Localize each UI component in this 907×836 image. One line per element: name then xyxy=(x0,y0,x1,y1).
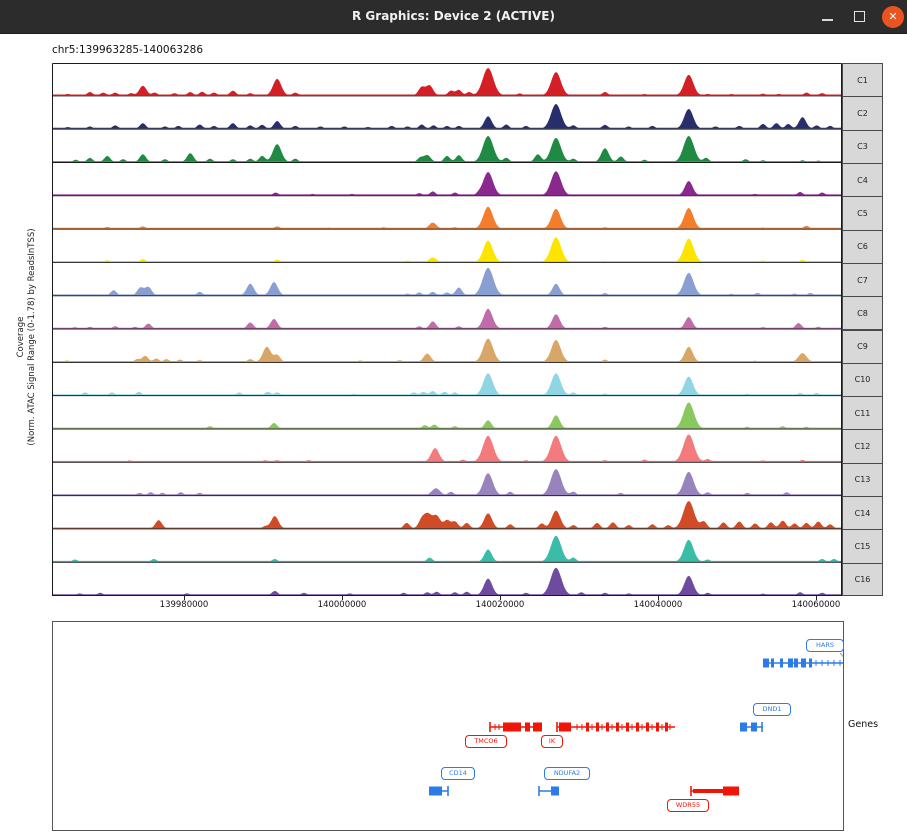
track-label-box-c10: C10 xyxy=(842,362,883,398)
genes-axis-label: Genes xyxy=(848,719,879,730)
close-icon: ✕ xyxy=(882,5,904,28)
track-label-box-c4: C4 xyxy=(842,162,883,198)
gene-model-wdr55 xyxy=(690,786,739,796)
gene-models-svg xyxy=(429,652,849,796)
coverage-area-c12 xyxy=(52,434,842,462)
track-label-box-c5: C5 xyxy=(842,196,883,231)
track-label-box-c7: C7 xyxy=(842,262,883,298)
coverage-area-c6 xyxy=(52,237,842,262)
track-labels-column: C1 C2 C3 C4 C5 C6 C7 C8 C9 C10 C11 C12 C13 C14 C15 C16 xyxy=(842,63,885,597)
track-label-box-c9: C9 xyxy=(842,329,883,364)
gene-model-ik xyxy=(556,722,675,732)
x-axis-tick-label: 140000000 xyxy=(317,600,367,610)
track-label-box-c14: C14 xyxy=(842,496,883,531)
x-axis-tick xyxy=(500,596,501,600)
track-label-box-c12: C12 xyxy=(842,429,883,464)
coverage-area-c2 xyxy=(52,104,842,129)
track-label-box-c3: C3 xyxy=(842,129,883,164)
track-label-box-c2: C2 xyxy=(842,96,883,131)
track-label-box-c13: C13 xyxy=(842,462,883,498)
x-axis-tick xyxy=(342,596,343,600)
coverage-area-c13 xyxy=(52,469,842,496)
coverage-area-c9 xyxy=(52,338,842,362)
x-axis-tick-label: 140060000 xyxy=(791,600,841,610)
gene-label-ndufa2: NDUFA2 xyxy=(544,767,590,780)
track-label-box-c15: C15 xyxy=(842,529,883,564)
gene-label-tmco6: TMCO6 xyxy=(465,735,507,748)
maximize-icon xyxy=(853,11,865,22)
window-title: R Graphics: Device 2 (ACTIVE) xyxy=(352,9,555,23)
x-axis-tick xyxy=(816,596,817,600)
gene-track-panel: HARS DND1 TMCO6 IK CD14 NDUFA2 WDR55 xyxy=(52,621,849,831)
coverage-area-c5 xyxy=(52,206,842,229)
coverage-area-c15 xyxy=(52,535,842,562)
gene-label-wdr55: WDR55 xyxy=(667,799,709,812)
gene-model-tmco6 xyxy=(489,722,542,732)
gene-label-ik: IK xyxy=(541,735,563,748)
minimize-icon xyxy=(821,18,833,21)
gene-model-hars xyxy=(763,652,849,668)
x-axis: 139980000 140000000 140020000 140040000 1400… xyxy=(52,596,842,616)
coverage-area-c7 xyxy=(52,267,842,296)
y-axis-label-line2: (Norm. ATAC Signal Range (0-1.78) by Rea… xyxy=(27,228,37,446)
coverage-area-c1 xyxy=(52,68,842,96)
minimize-button[interactable] xyxy=(815,0,839,33)
track-label-box-c6: C6 xyxy=(842,229,883,264)
x-axis-tick-label: 140040000 xyxy=(633,600,683,610)
gene-label-dnd1: DND1 xyxy=(753,703,791,716)
coverage-area-c14 xyxy=(52,501,842,529)
coverage-area-c10 xyxy=(52,373,842,396)
coverage-tracks-svg xyxy=(52,63,842,596)
gene-model-dnd1 xyxy=(740,722,763,732)
coverage-area-c4 xyxy=(52,171,842,196)
maximize-button[interactable] xyxy=(847,0,871,33)
gene-label-hars: HARS xyxy=(806,639,844,652)
coverage-area-c11 xyxy=(52,402,842,429)
track-label-box-c11: C11 xyxy=(842,396,883,431)
x-axis-tick xyxy=(658,596,659,600)
x-axis-tick-label: 140020000 xyxy=(475,600,525,610)
track-label-box-c16: C16 xyxy=(842,562,883,596)
window-titlebar[interactable]: R Graphics: Device 2 (ACTIVE) ✕ xyxy=(0,0,907,34)
gene-label-cd14: CD14 xyxy=(441,767,475,780)
gene-model-ndufa2 xyxy=(538,786,559,796)
coverage-area-c3 xyxy=(52,136,842,162)
track-label-box-c1: C1 xyxy=(842,63,883,98)
coverage-area-c16 xyxy=(52,567,842,595)
coverage-area-c8 xyxy=(52,308,842,329)
close-button[interactable]: ✕ xyxy=(880,0,906,33)
x-axis-tick xyxy=(184,596,185,600)
x-axis-tick-label: 139980000 xyxy=(159,600,209,610)
gene-model-cd14 xyxy=(429,786,449,796)
region-label: chr5:139963285-140063286 xyxy=(52,44,203,56)
y-axis-label-line1: Coverage xyxy=(16,316,26,358)
y-axis-label: Coverage (Norm. ATAC Signal Range (0-1.7… xyxy=(16,72,42,602)
coverage-tracks-panel xyxy=(52,63,842,596)
track-label-box-c8: C8 xyxy=(842,296,883,331)
